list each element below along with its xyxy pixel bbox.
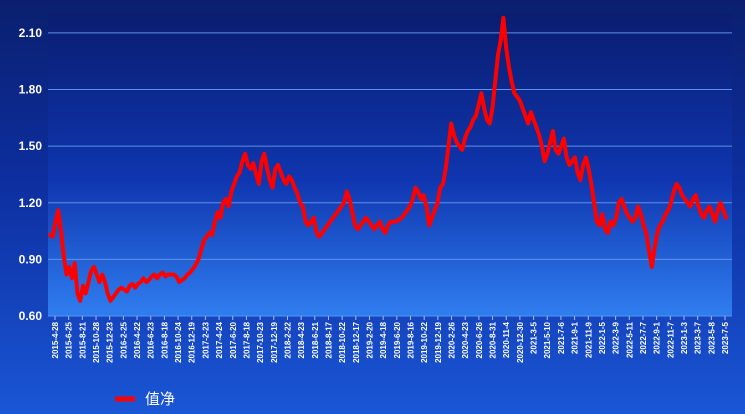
x-tick-label: 2020-11-4	[502, 321, 511, 358]
x-tick-label: 2015-10-28	[92, 321, 101, 362]
x-tick-label: 2021-9-1	[571, 321, 580, 354]
y-tick-label: 2.10	[19, 26, 43, 40]
x-tick-label: 2019-2-20	[365, 321, 374, 358]
x-tick-label: 2022-3-9	[612, 321, 621, 354]
x-tick-label: 2017-2-23	[201, 321, 210, 358]
x-tick-label: 2016-4-22	[133, 321, 142, 358]
x-tick-label: 2019-8-16	[407, 321, 416, 358]
x-tick-label: 2022-11-7	[666, 321, 675, 358]
x-tick-label: 2023-1-3	[680, 321, 689, 354]
x-tick-label: 2017-8-18	[242, 321, 251, 358]
x-tick-label: 2015-8-21	[78, 321, 87, 358]
x-tick-label: 2018-2-22	[283, 321, 292, 358]
x-tick-label: 2018-8-17	[324, 321, 333, 358]
x-tick-label: 2019-6-20	[393, 321, 402, 358]
x-tick-label: 2020-6-26	[475, 321, 484, 358]
y-axis: 0.60 0.90 1.20 1.50 1.80 2.10	[19, 26, 43, 323]
x-tick-label: 2017-6-20	[229, 321, 238, 358]
x-tick-label: 2023-7-5	[721, 321, 730, 354]
x-tick-label: 2023-3-7	[694, 321, 703, 354]
x-tick-label: 2021-5-10	[543, 321, 552, 358]
x-tick-label: 2016-12-19	[188, 321, 197, 362]
legend: 值净	[115, 390, 175, 408]
x-tick-label: 2020-2-26	[448, 321, 457, 358]
x-tick-label: 2021-11-9	[584, 321, 593, 358]
x-tick-label: 2021-7-6	[557, 321, 566, 354]
series-layer	[48, 15, 728, 303]
x-tick-label: 2022-1-5	[598, 321, 607, 354]
y-tick-label: 0.90	[19, 252, 43, 266]
x-tick-label: 2018-6-21	[311, 321, 320, 358]
series-line	[48, 15, 728, 303]
x-tick-label: 2016-8-18	[160, 321, 169, 358]
x-tick-label: 2020-12-30	[516, 321, 525, 362]
x-tick-label: 2018-4-23	[297, 321, 306, 358]
legend-label: 值净	[145, 390, 175, 408]
x-tick-label: 2019-10-22	[420, 321, 429, 362]
x-axis: 2015-4-28 2015-6-25 2015-8-21 2015-10-28 201…	[51, 316, 730, 363]
x-tick-label: 2017-10-23	[256, 321, 265, 362]
x-tick-label: 2021-3-5	[530, 321, 539, 354]
y-tick-label: 1.20	[19, 196, 43, 210]
x-tick-label: 2017-12-19	[270, 321, 279, 362]
y-tick-label: 1.80	[19, 83, 43, 97]
x-tick-label: 2020-8-31	[489, 321, 498, 358]
x-tick-label: 2017-4-24	[215, 321, 224, 358]
x-tick-label: 2020-4-23	[461, 321, 470, 358]
x-tick-label: 2016-2-25	[119, 321, 128, 358]
x-tick-label: 2022-5-11	[625, 321, 634, 358]
y-tick-label: 0.60	[19, 309, 43, 323]
grid-layer	[48, 32, 732, 317]
x-tick-label: 2023-5-8	[707, 321, 716, 354]
x-tick-label: 2018-10-22	[338, 321, 347, 362]
x-tick-label: 2016-6-23	[147, 321, 156, 358]
x-tick-label: 2015-4-28	[51, 321, 60, 358]
x-tick-label: 2015-6-25	[65, 321, 74, 358]
x-tick-label: 2018-12-17	[352, 321, 361, 362]
x-tick-label: 2022-7-7	[639, 321, 648, 354]
x-tick-label: 2016-10-24	[174, 321, 183, 362]
x-tick-label: 2015-12-23	[106, 321, 115, 362]
plot-area	[48, 14, 732, 316]
x-tick-label: 2022-9-1	[653, 321, 662, 354]
x-tick-label: 2019-12-19	[434, 321, 443, 362]
x-tick-label: 2019-4-18	[379, 321, 388, 358]
y-tick-label: 1.50	[19, 139, 43, 153]
